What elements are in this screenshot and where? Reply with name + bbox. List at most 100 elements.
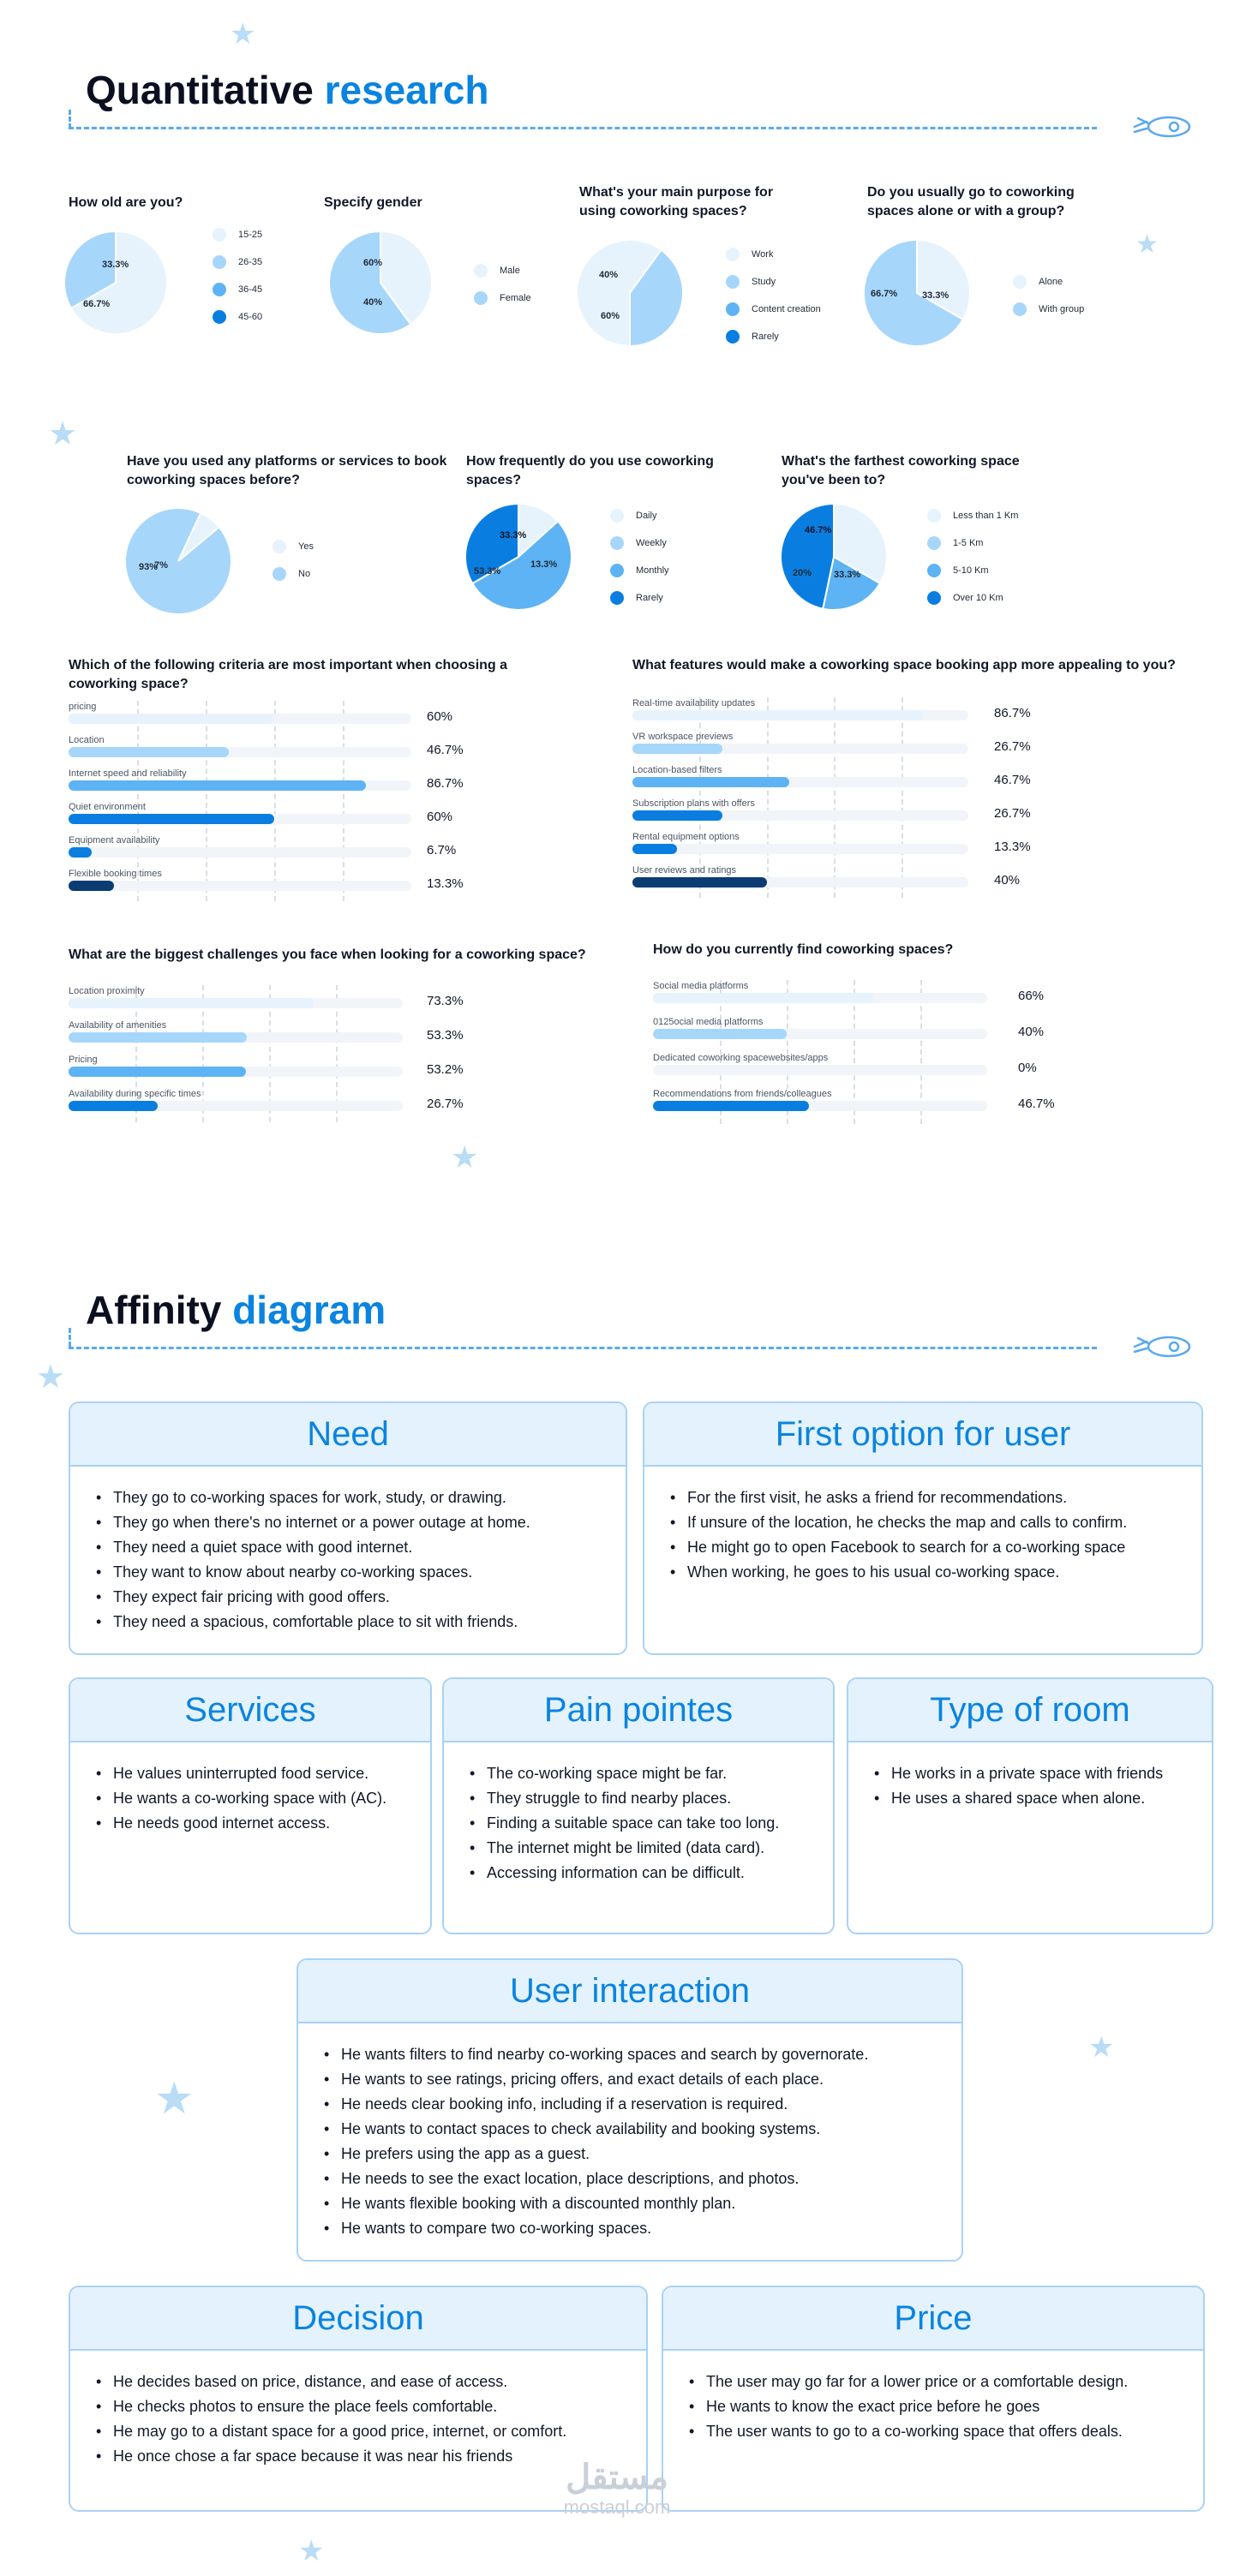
bar bbox=[69, 1067, 247, 1077]
legend-label: Female bbox=[500, 293, 531, 303]
pie-slice bbox=[780, 502, 835, 610]
bar-row: User reviews and ratings 40% bbox=[632, 864, 1045, 898]
pie-legend: Work Study Content creation Rarely bbox=[726, 241, 846, 350]
bar-category-label: Flexible booking times bbox=[69, 869, 162, 879]
pie-slice-label: 33.3% bbox=[922, 290, 949, 301]
pie-slice-label: 66.7% bbox=[871, 289, 897, 299]
star-icon: ★ bbox=[48, 416, 78, 452]
bar-track bbox=[653, 1101, 987, 1111]
grid-line bbox=[901, 697, 903, 898]
bar-track bbox=[69, 780, 411, 791]
legend-label: With group bbox=[1039, 304, 1085, 314]
bar-value-label: 26.7% bbox=[994, 739, 1031, 754]
bar-row: Internet speed and reliability 86.7% bbox=[69, 768, 478, 801]
pie-slice-label: 60% bbox=[363, 258, 382, 268]
legend-item: Alone bbox=[1013, 268, 1116, 296]
legend-swatch bbox=[726, 302, 740, 316]
legend-swatch bbox=[474, 291, 488, 305]
legend-item: Less than 1 Km bbox=[927, 502, 1047, 529]
legend-label: 45-60 bbox=[238, 312, 263, 322]
bar-category-label: Pricing bbox=[69, 1055, 98, 1065]
pie-slice-label: 20% bbox=[793, 568, 812, 578]
pie-slice-label: 33.3% bbox=[102, 260, 129, 270]
list-item: They go to co-working spaces for work, s… bbox=[96, 1485, 626, 1510]
list-item: The co-working space might be far. bbox=[470, 1761, 833, 1786]
card-list: He works in a private space with friends… bbox=[848, 1761, 1212, 1811]
legend-label: No bbox=[298, 569, 311, 579]
pie-slice-label: 40% bbox=[599, 270, 618, 280]
header-corner bbox=[69, 110, 88, 129]
grid-line bbox=[787, 980, 788, 1124]
list-item: He checks photos to ensure the place fee… bbox=[96, 2394, 646, 2419]
bar-category-label: Real-time availability updates bbox=[632, 698, 756, 708]
list-item: He values uninterrupted food service. bbox=[96, 1761, 430, 1786]
list-item: They go when there's no internet or a po… bbox=[96, 1510, 626, 1535]
card-decision: Decision He decides based on price, dista… bbox=[69, 2286, 648, 2512]
bar-row: Real-time availability updates 86.7% bbox=[632, 697, 1045, 731]
bar-value-label: 53.3% bbox=[427, 1028, 464, 1043]
legend-swatch bbox=[927, 509, 941, 523]
bar-value-label: 46.7% bbox=[427, 743, 464, 757]
list-item: He may go to a distant space for a good … bbox=[96, 2419, 646, 2444]
legend-label: 26-35 bbox=[238, 257, 263, 267]
watermark-arabic: مستقل bbox=[566, 2459, 668, 2496]
bar-track bbox=[69, 1067, 403, 1077]
list-item: He works in a private space with friends bbox=[874, 1761, 1212, 1786]
list-item: He wants to see ratings, pricing offers,… bbox=[324, 2067, 961, 2092]
grid-line bbox=[720, 980, 722, 1124]
bar-question-title: How do you currently find coworking spac… bbox=[653, 942, 954, 957]
bar-row: Availability during specific times 26.7% bbox=[69, 1088, 478, 1122]
bar-row: VR workspace previews 26.7% bbox=[632, 731, 1045, 764]
legend-item: Yes bbox=[273, 533, 350, 560]
grid-line bbox=[343, 701, 344, 901]
bar-value-label: 60% bbox=[427, 810, 453, 824]
list-item: The internet might be limited (data card… bbox=[470, 1836, 833, 1861]
pie-slice-label: 33.3% bbox=[834, 570, 860, 580]
bar-track bbox=[69, 714, 411, 724]
legend-item: 5-10 Km bbox=[927, 557, 1047, 584]
pie-legend: Yes No bbox=[273, 533, 350, 588]
list-item: He wants to contact spaces to check avai… bbox=[324, 2117, 961, 2142]
pie-slice bbox=[464, 502, 519, 585]
pie-question-title: Have you used any platforms or services … bbox=[127, 454, 447, 487]
pie-chart: 7%93% bbox=[124, 507, 232, 615]
bar-row: Rental equipment options 13.3% bbox=[632, 831, 1045, 864]
grid-line bbox=[699, 697, 702, 898]
card-first-option: First option for user For the first visit… bbox=[643, 1402, 1203, 1655]
list-item: He needs clear booking info, including i… bbox=[324, 2092, 961, 2117]
legend-item: Work bbox=[726, 241, 846, 268]
affinity-title: Affinity diagram bbox=[86, 1287, 386, 1333]
bar-category-label: Availability during specific times bbox=[69, 1089, 201, 1099]
pie-chart: 60% 40% bbox=[576, 239, 684, 348]
legend-swatch bbox=[610, 536, 624, 550]
pie-chart: 13.3% 53.3% 33.3% bbox=[464, 502, 572, 611]
grid-line bbox=[854, 980, 855, 1124]
bar bbox=[632, 777, 790, 787]
bar bbox=[632, 844, 678, 854]
bar-question-title: Which of the following criteria are most… bbox=[69, 658, 508, 691]
card-list: The user may go far for a lower price or… bbox=[663, 2370, 1203, 2444]
bar-value-label: 46.7% bbox=[994, 773, 1031, 787]
bar bbox=[69, 714, 274, 724]
pie-slice-label: 60% bbox=[601, 311, 620, 321]
card-pain-points: Pain pointes The co-working space might b… bbox=[442, 1677, 835, 1934]
legend-swatch bbox=[610, 564, 624, 577]
quant-title-main: Quantitative bbox=[86, 68, 314, 112]
pie-slice-label: 93% bbox=[139, 562, 158, 572]
bar bbox=[69, 881, 115, 891]
card-title: First option for user bbox=[644, 1403, 1201, 1467]
pie-slice-label: 40% bbox=[363, 297, 382, 308]
bar-track bbox=[69, 847, 411, 858]
legend-label: Monthly bbox=[636, 565, 669, 576]
bar-chart: Social media platforms 66% 0125ocial media… bbox=[653, 980, 1069, 1124]
legend-swatch bbox=[1013, 275, 1027, 289]
bar-row: Recommendations from friends/colleagues 4… bbox=[653, 1088, 1069, 1124]
card-title: Services bbox=[70, 1679, 430, 1742]
pie-slice bbox=[629, 248, 684, 348]
legend-label: Yes bbox=[298, 541, 314, 552]
pie-slice bbox=[63, 230, 117, 310]
bar-track bbox=[653, 1029, 987, 1039]
pie-question-title: How frequently do you use coworking spac… bbox=[466, 454, 714, 487]
list-item: He wants a co-working space with (AC). bbox=[96, 1786, 430, 1811]
card-list: He decides based on price, distance, and… bbox=[70, 2370, 646, 2469]
